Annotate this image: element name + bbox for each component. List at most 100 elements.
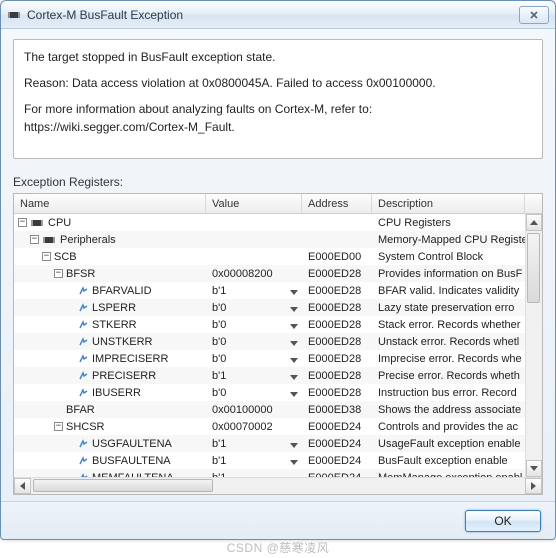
table-row[interactable]: −SHCSR0x00070002E000ED24Controls and pro… (14, 418, 525, 435)
cell-address: E000ED28 (302, 387, 372, 399)
scroll-track[interactable] (526, 231, 542, 460)
cell-address: E000ED38 (302, 404, 372, 416)
ok-button[interactable]: OK (465, 510, 541, 532)
col-address[interactable]: Address (302, 194, 372, 213)
tree-toggle-icon[interactable]: − (54, 422, 63, 431)
cell-value[interactable]: b'1 (206, 285, 302, 297)
dropdown-icon[interactable] (290, 358, 298, 363)
row-value: 0x00100000 (212, 404, 273, 416)
table-row[interactable]: −BFSR0x00008200E000ED28Provides informat… (14, 265, 525, 282)
cell-name: −SCB (14, 251, 206, 263)
cell-value[interactable]: b'0 (206, 387, 302, 399)
cell-name: −BFSR (14, 268, 206, 280)
cell-value[interactable]: b'1 (206, 438, 302, 450)
dropdown-icon[interactable] (290, 460, 298, 465)
col-value[interactable]: Value (206, 194, 302, 213)
row-value: b'1 (212, 370, 226, 382)
message-box: The target stopped in BusFault exception… (13, 39, 543, 159)
row-name: UNSTKERR (92, 336, 153, 348)
row-value: b'1 (212, 285, 226, 297)
table-row[interactable]: MEMFAULTENAb'1E000ED24MemManage exceptio… (14, 469, 525, 477)
field-icon (78, 303, 88, 313)
table-row[interactable]: BUSFAULTENAb'1E000ED24BusFault exception… (14, 452, 525, 469)
table-row[interactable]: IMPRECISERRb'0E000ED28Imprecise error. R… (14, 350, 525, 367)
table-row[interactable]: LSPERRb'0E000ED28Lazy state preservation… (14, 299, 525, 316)
dropdown-icon[interactable] (290, 307, 298, 312)
row-value: b'1 (212, 472, 226, 478)
row-name: STKERR (92, 319, 137, 331)
cell-address: E000ED28 (302, 302, 372, 314)
table-row[interactable]: USGFAULTENAb'1E000ED24UsageFault excepti… (14, 435, 525, 452)
hscroll-track[interactable] (31, 478, 525, 494)
cell-name: −CPU (14, 217, 206, 229)
cell-description: Controls and provides the ac (372, 421, 525, 433)
field-icon (78, 371, 88, 381)
dropdown-icon[interactable] (290, 341, 298, 346)
table-row[interactable]: −CPUCPU Registers (14, 214, 525, 231)
cell-description: System Control Block (372, 251, 525, 263)
cell-name: USGFAULTENA (14, 438, 206, 450)
dropdown-icon[interactable] (290, 290, 298, 295)
table-row[interactable]: PRECISERRb'1E000ED28Precise error. Recor… (14, 367, 525, 384)
row-name: IMPRECISERR (92, 353, 168, 365)
tree-toggle-icon[interactable]: − (18, 218, 27, 227)
cell-value[interactable]: b'0 (206, 319, 302, 331)
row-value: b'1 (212, 455, 226, 467)
scroll-down-button[interactable] (526, 460, 542, 477)
vertical-scrollbar[interactable] (525, 214, 542, 477)
cell-value[interactable]: b'0 (206, 353, 302, 365)
col-name[interactable]: Name (14, 194, 206, 213)
row-value: b'0 (212, 319, 226, 331)
titlebar[interactable]: Cortex-M BusFault Exception (1, 1, 555, 29)
cell-name: LSPERR (14, 302, 206, 314)
message-line: For more information about analyzing fau… (24, 100, 532, 118)
dropdown-icon[interactable] (290, 375, 298, 380)
cell-value[interactable]: b'0 (206, 302, 302, 314)
scroll-thumb[interactable] (527, 233, 540, 303)
chip-icon (30, 218, 44, 228)
row-value: b'0 (212, 353, 226, 365)
horizontal-scrollbar[interactable] (14, 477, 542, 494)
cell-address: E000ED24 (302, 455, 372, 467)
dropdown-icon[interactable] (290, 443, 298, 448)
col-description[interactable]: Description (372, 194, 525, 213)
scroll-left-button[interactable] (14, 478, 31, 494)
table-row[interactable]: UNSTKERRb'0E000ED28Unstack error. Record… (14, 333, 525, 350)
cell-description: Stack error. Records whether (372, 319, 525, 331)
cell-description: Memory-Mapped CPU Registe (372, 234, 525, 246)
tree-toggle-icon[interactable]: − (42, 252, 51, 261)
cell-name: −Peripherals (14, 234, 206, 246)
table-row[interactable]: −Peripherals Memory-Mapped CPU Registe (14, 231, 525, 248)
cell-value[interactable]: b'0 (206, 336, 302, 348)
hscroll-thumb[interactable] (33, 479, 213, 492)
cell-value[interactable]: b'1 (206, 455, 302, 467)
cell-address: E000ED00 (302, 251, 372, 263)
scroll-right-button[interactable] (525, 478, 542, 494)
table-row[interactable]: −SCB E000ED00System Control Block (14, 248, 525, 265)
tree-toggle-icon[interactable]: − (54, 269, 63, 278)
dropdown-icon[interactable] (290, 477, 298, 478)
cell-name: IMPRECISERR (14, 353, 206, 365)
table-row[interactable]: BFAR0x00100000E000ED38Shows the address … (14, 401, 525, 418)
table-row[interactable]: STKERRb'0E000ED28Stack error. Records wh… (14, 316, 525, 333)
window-title: Cortex-M BusFault Exception (27, 8, 183, 22)
dialog-window: Cortex-M BusFault Exception The target s… (0, 0, 556, 540)
table-row[interactable]: IBUSERRb'0E000ED28Instruction bus error.… (14, 384, 525, 401)
cell-description: Provides information on BusF (372, 268, 525, 280)
chip-icon (42, 235, 56, 245)
close-button[interactable] (519, 6, 549, 24)
dialog-footer: OK (1, 501, 555, 539)
table-row[interactable]: BFARVALIDb'1E000ED28BFAR valid. Indicate… (14, 282, 525, 299)
scroll-up-button[interactable] (526, 214, 542, 231)
cell-value[interactable]: b'1 (206, 472, 302, 478)
tree-toggle-icon[interactable]: − (30, 235, 39, 244)
field-icon (78, 286, 88, 296)
dialog-body: The target stopped in BusFault exception… (1, 29, 555, 501)
field-icon (78, 456, 88, 466)
dropdown-icon[interactable] (290, 324, 298, 329)
cell-value[interactable]: b'1 (206, 370, 302, 382)
dropdown-icon[interactable] (290, 392, 298, 397)
cell-value: 0x00008200 (206, 268, 302, 280)
field-icon (78, 388, 88, 398)
cell-description: Precise error. Records wheth (372, 370, 525, 382)
